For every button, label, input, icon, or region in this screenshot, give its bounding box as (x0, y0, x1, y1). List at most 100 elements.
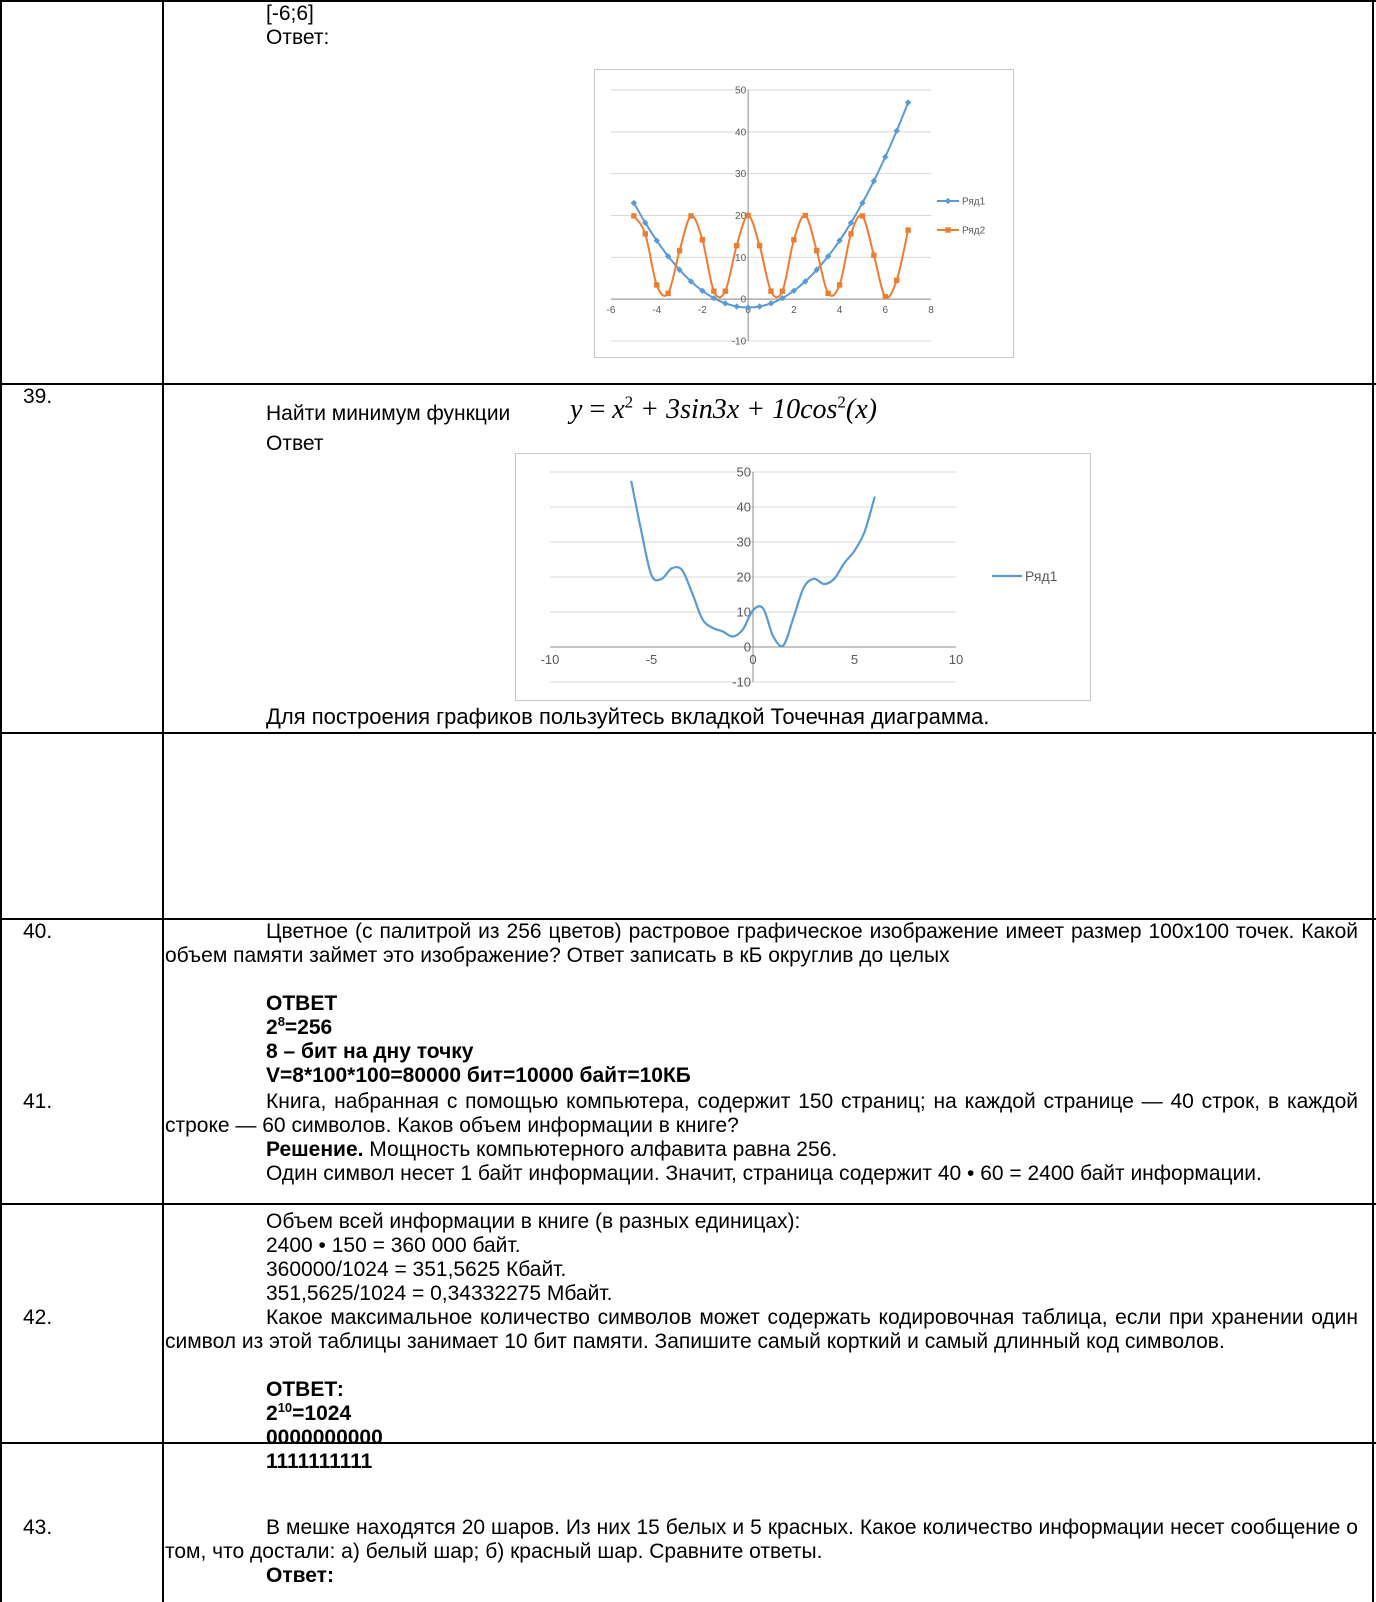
data-point (699, 237, 706, 243)
chart-39-svg: -10 0 10 20 30 40 50 -10 -5 0 5 10 Ряд1 (541, 465, 1058, 690)
y-tick-label: -10 (732, 337, 747, 348)
solution-line: 351,5625/1024 = 0,34332275 Мбайт. (266, 1282, 613, 1305)
data-point (871, 252, 877, 258)
chart-note: Для построения графиков пользуйтесь вкла… (266, 704, 990, 729)
data-point (790, 287, 798, 294)
data-point (756, 303, 763, 310)
x-tick-label: 2 (791, 305, 797, 316)
y-tick-label: 20 (735, 211, 747, 222)
range-text: [-6;6] (266, 2, 314, 25)
data-point (745, 212, 751, 219)
legend-label: Ряд1 (1025, 568, 1058, 584)
data-point (642, 219, 649, 227)
data-point (722, 300, 729, 307)
task-text-body: В мешке находятся 20 шаров. Из них 15 бе… (165, 1516, 1358, 1563)
formula-x: x (612, 394, 625, 425)
solution-line: Решение. Мощность компьютерного алфавита… (266, 1138, 837, 1161)
task-text: В мешке находятся 20 шаров. Из них 15 бе… (165, 1516, 1358, 1564)
x-tick-label: -5 (646, 652, 658, 667)
y-tick-label: 10 (737, 605, 751, 620)
data-point (665, 290, 671, 297)
row-divider (0, 918, 1376, 920)
data-point (904, 99, 912, 106)
data-point (859, 213, 866, 219)
data-point (893, 127, 900, 134)
data-point (687, 278, 695, 285)
answer-label: Ответ: (266, 26, 330, 49)
power-result: =256 (284, 1016, 333, 1039)
solution-paragraph-body: Один символ несет 1 байт информации. Зна… (266, 1162, 1262, 1185)
formula-power: 2 (624, 392, 634, 412)
data-point (711, 288, 717, 294)
x-tick-label: -10 (541, 652, 560, 667)
data-point (905, 227, 911, 233)
solution-label: Решение. (266, 1138, 364, 1161)
legend-label: Ряд2 (962, 226, 986, 237)
data-point (882, 293, 888, 300)
x-tick-label: -6 (607, 305, 616, 316)
row-number: 40. (23, 920, 53, 943)
data-point (847, 219, 855, 227)
task-text: Цветное (с палитрой из 256 цветов) растр… (165, 920, 1358, 968)
task-text-body: Какое максимальное количество символов м… (165, 1306, 1358, 1353)
power-base: 2 (266, 1402, 278, 1425)
answer-label: Ответ (266, 432, 324, 455)
data-point (825, 290, 831, 297)
x-tick-label: 5 (851, 652, 858, 667)
solution-line: Объем всей информации в книге (в разных … (266, 1210, 801, 1233)
y-tick-label: 50 (737, 465, 751, 480)
data-point (654, 282, 660, 288)
data-point (779, 288, 786, 294)
legend-label: Ряд1 (962, 197, 986, 208)
data-point (631, 213, 637, 219)
series-line (633, 214, 910, 299)
row-divider (0, 1203, 1376, 1205)
power-exponent: 10 (277, 1400, 293, 1415)
data-point (848, 231, 854, 237)
column-divider (1372, 0, 1374, 1602)
x-tick-label: 8 (928, 305, 934, 316)
data-point (814, 247, 820, 254)
data-point (894, 277, 900, 284)
x-tick-label: 10 (949, 652, 963, 667)
row-number: 42. (23, 1306, 53, 1329)
data-point (744, 304, 752, 311)
legend-marker (945, 227, 951, 233)
row-number: 43. (23, 1516, 53, 1539)
row-divider (0, 1442, 1376, 1444)
formula-mid: + 3sin3x + 10cos (633, 394, 838, 425)
solution-text: Мощность компьютерного алфавита равна 25… (363, 1138, 838, 1161)
answer-title: ОТВЕТ (266, 992, 338, 1015)
answer-line: 1111111111 (266, 1450, 373, 1473)
formula-power: 2 (837, 392, 846, 412)
answer-line: 0000000000 (266, 1426, 383, 1449)
column-divider (0, 0, 2, 1602)
data-point (734, 242, 740, 249)
data-point (733, 303, 740, 310)
answer-label: Ответ: (266, 1564, 334, 1587)
data-point (836, 282, 843, 288)
y-tick-label: 0 (741, 295, 747, 306)
data-point (768, 288, 774, 294)
formula-tail: (x) (845, 394, 877, 425)
y-tick-label: 0 (744, 640, 751, 655)
x-tick-label: -2 (698, 305, 707, 316)
chart-38-svg: -10 0 10 20 30 40 50 -6 -4 -2 0 2 4 6 8 Ряд1 Ряд2 (607, 86, 986, 348)
power-base: 2 (266, 1016, 278, 1039)
series-line (630, 480, 876, 648)
y-tick-label: 50 (735, 86, 747, 97)
y-tick-label: 40 (737, 500, 751, 515)
task-text: Книга, набранная с помощью компьютера, с… (165, 1090, 1358, 1138)
y-tick-label: 30 (737, 535, 751, 550)
data-point (688, 213, 694, 219)
data-point (722, 288, 728, 294)
series-line (633, 102, 910, 309)
formula: y = x2 + 3sin3x + 10cos2(x) (570, 392, 877, 425)
y-tick-label: 20 (737, 570, 751, 585)
data-point (642, 231, 648, 237)
data-point (859, 199, 866, 207)
legend-marker (944, 197, 952, 205)
data-point (756, 242, 763, 249)
x-tick-label: -4 (652, 305, 661, 316)
